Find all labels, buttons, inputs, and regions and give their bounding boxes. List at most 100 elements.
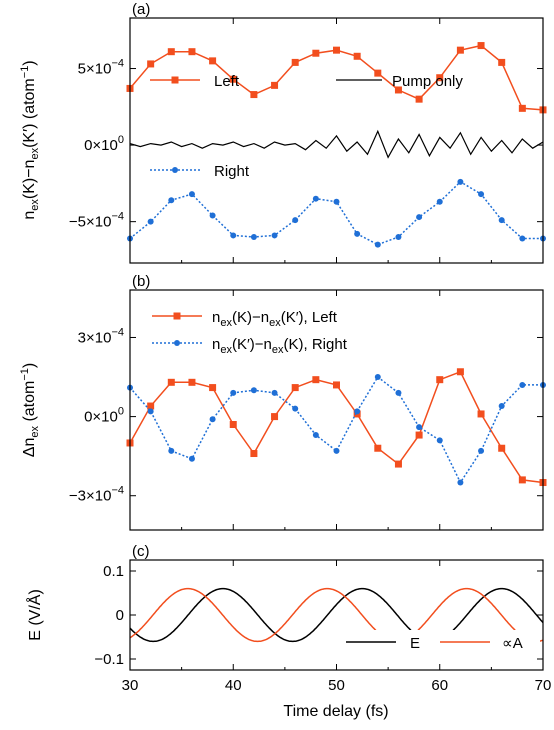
panel-b-series-0-point: [374, 444, 382, 452]
panel-c-legend: E ∝A: [340, 630, 540, 654]
panel-b-series-1-point: [354, 408, 361, 415]
panel-c-label: (c): [132, 543, 150, 560]
panel-b-series-0-point: [436, 376, 444, 384]
panel-a-series-2-point: [478, 191, 485, 198]
panel-b-series-1-point: [374, 374, 381, 381]
panel-b-series-1-point: [498, 403, 505, 410]
panel-a-frame: [129, 17, 544, 264]
panel-a-series-0-point: [271, 81, 279, 89]
panel-a-series-0-point: [209, 57, 217, 65]
panel-b-series-0-point: [167, 378, 175, 386]
panel-c-ytick-label: 0.1: [103, 563, 124, 580]
panel-a-series-2-line: [129, 180, 543, 246]
panel-b-series-0-point: [394, 460, 402, 468]
panel-b-series-1-point: [416, 424, 423, 431]
panel-b-series-1-line: [129, 375, 543, 485]
panel-b-ytick-label: 0×100: [84, 406, 124, 426]
legend-b-left-marker: [173, 312, 181, 320]
panel-b-series-0-point: [147, 402, 155, 410]
panel-b-ytick-label: −3×10−4: [69, 485, 124, 505]
legend-left-marker: [171, 76, 179, 84]
panel-a-series-2-point: [271, 232, 278, 239]
panel-a-series-2-point: [168, 197, 175, 204]
panel-b-series-0-point: [209, 384, 217, 392]
panel-b-series-0-point: [498, 444, 506, 452]
panel-b-series-1-point: [519, 381, 526, 388]
panel-b-series-1-point: [478, 447, 485, 454]
panel-a-series-0-point: [518, 104, 526, 112]
panel-a-series-0-point: [167, 48, 175, 56]
panel-c-ytick-label: −0.1: [94, 651, 124, 668]
panel-a-series-0-point: [456, 46, 464, 54]
x-tick-label: 40: [225, 677, 242, 694]
panel-b-series-0-point: [518, 476, 526, 484]
panel-b-series-1-point: [188, 455, 195, 462]
panel-a-series-0-point: [291, 58, 299, 66]
panel-a-series-0-point: [333, 46, 340, 54]
panel-a-legend: Left Pump only Right: [150, 73, 463, 180]
panel-b-series-1-point: [271, 389, 278, 396]
panel-a-ytick-label: 0×100: [84, 134, 124, 154]
legend-right-marker: [172, 167, 178, 173]
panel-a-label: (a): [132, 1, 150, 18]
legend-b-left-label: nex(K)−nex(K′), Left: [212, 309, 338, 329]
panel-a-series-0-point: [353, 52, 361, 60]
panel-a-series-0-point: [229, 75, 237, 83]
panel-a-ylabel: nex(K)−nex(K′) (atom−1): [19, 60, 41, 219]
panel-a-series-2-point: [230, 232, 237, 239]
panel-a-series-0-point: [374, 69, 382, 77]
panel-b-label: (b): [132, 273, 150, 290]
panel-b-series-1-point: [457, 479, 464, 486]
panel-a-series-2-point: [250, 233, 257, 240]
panel-b-series-1-point: [168, 447, 175, 454]
x-tick-label: 70: [535, 677, 552, 694]
panel-b-series-1-point: [209, 416, 216, 423]
panel-b-frame: [129, 289, 544, 531]
panel-a-series-2-point: [188, 191, 195, 198]
panel-a-series-0-point: [436, 74, 444, 82]
panel-a-ytick-label: −5×10−4: [69, 211, 124, 231]
panel-b-series-0-point: [333, 381, 340, 389]
panel-a-series-2-point: [147, 218, 154, 225]
panel-b-ytick-label: 3×10−4: [78, 326, 124, 346]
panel-a-series-0-point: [188, 48, 196, 56]
x-tick-label: 30: [122, 677, 139, 694]
panel-a-series-2-point: [457, 178, 464, 185]
panel-a-series-0-point: [312, 49, 320, 57]
panel-a-series-0-point: [415, 95, 423, 103]
panel-a-series-0-point: [147, 60, 155, 68]
panel-a-series-2-point: [312, 195, 319, 202]
panel-c-ylabel: E (V/Å): [25, 589, 44, 641]
panel-a-series-1-line: [129, 129, 544, 159]
panel-c-series-1-line: [129, 587, 544, 643]
legend-b-right-marker: [174, 340, 180, 346]
panel-b-series-0-point: [477, 410, 485, 418]
panel-a-series-2-point: [374, 241, 381, 248]
panel-b-series-1-point: [333, 447, 340, 454]
panel-a-plot: [126, 18, 547, 263]
legend-left-label: Left: [214, 73, 240, 90]
panel-a-series-2-point: [395, 233, 402, 240]
legend-a-label: ∝A: [502, 635, 523, 652]
panel-b-series-1-point: [292, 405, 299, 412]
panel-b-series-0-point: [291, 384, 299, 392]
legend-e-label: E: [410, 635, 420, 652]
panel-a-series-2-point: [209, 212, 216, 219]
panel-a-series-2-point: [436, 198, 443, 205]
panel-a-series-0-line: [129, 44, 544, 111]
panel-b-series-0-point: [312, 376, 320, 384]
panel-a-series-2-point: [498, 217, 505, 224]
legend-pump-label: Pump only: [392, 73, 463, 90]
panel-a-series-2-point: [416, 214, 423, 221]
panel-a-series-2-point: [519, 235, 526, 242]
panel-c-frame: [129, 559, 544, 671]
panel-b-plot: [126, 290, 547, 530]
panel-b-legend: nex(K)−nex(K′), Left nex(K′)−nex(K), Rig…: [152, 309, 348, 356]
panel-b-series-0-point: [456, 368, 464, 376]
panel-a-series-2-point: [333, 198, 340, 205]
panel-b-series-1-point: [147, 408, 154, 415]
legend-right-label: Right: [214, 163, 250, 180]
panel-b-ylabel: Δnex (atom−1): [19, 363, 41, 457]
panel-a-series-0-point: [498, 58, 506, 66]
